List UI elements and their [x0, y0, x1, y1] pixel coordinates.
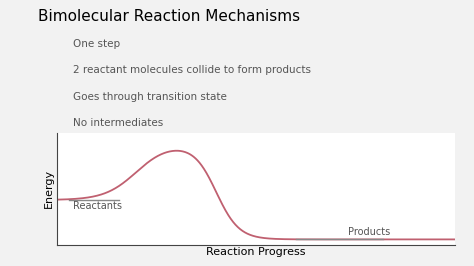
Text: Reactants: Reactants: [73, 201, 122, 211]
Text: One step: One step: [73, 39, 120, 49]
Text: Goes through transition state: Goes through transition state: [73, 92, 228, 102]
Text: No intermediates: No intermediates: [73, 118, 164, 128]
X-axis label: Reaction Progress: Reaction Progress: [206, 247, 306, 257]
Text: Bimolecular Reaction Mechanisms: Bimolecular Reaction Mechanisms: [38, 9, 300, 24]
Text: 2 reactant molecules collide to form products: 2 reactant molecules collide to form pro…: [73, 65, 311, 75]
Text: Products: Products: [347, 227, 390, 237]
Y-axis label: Energy: Energy: [44, 169, 54, 209]
